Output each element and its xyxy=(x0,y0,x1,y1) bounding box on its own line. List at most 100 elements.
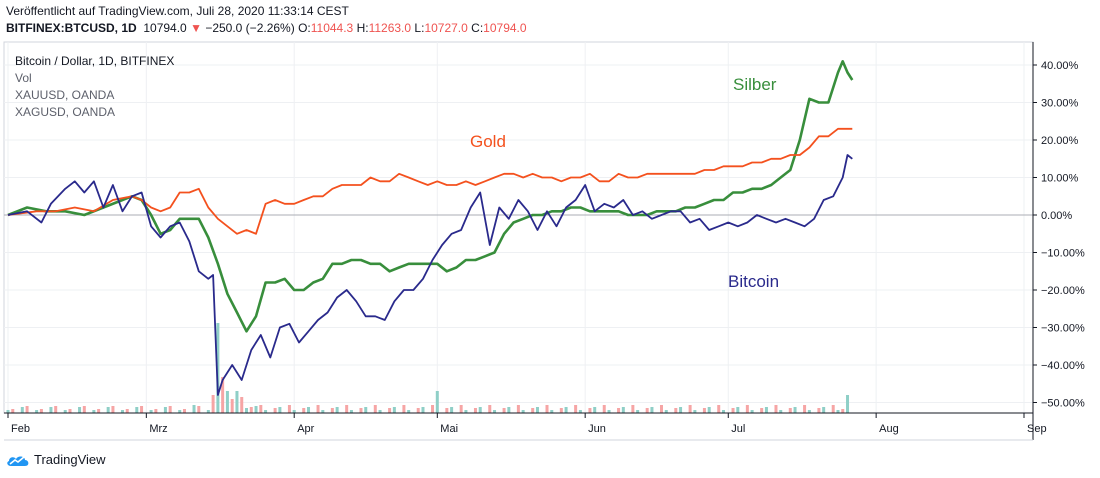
volume-bar xyxy=(111,406,115,413)
volume-bar xyxy=(192,405,196,413)
close-value: 10794.0 xyxy=(483,21,527,35)
volume-bar xyxy=(168,406,172,413)
volume-bar xyxy=(693,410,697,413)
volume-bar xyxy=(459,405,463,413)
volume-bar xyxy=(416,408,420,413)
low-label: L: xyxy=(414,21,425,35)
volume-bar xyxy=(39,409,43,413)
volume-bar xyxy=(764,407,768,413)
volume-bar xyxy=(349,410,353,413)
volume-bar xyxy=(235,391,239,413)
chart-legend: Bitcoin / Dollar, 1D, BITFINEX Vol XAUUS… xyxy=(15,53,174,121)
volume-bar xyxy=(774,405,778,413)
volume-bar xyxy=(545,405,549,413)
volume-bar xyxy=(717,405,721,413)
volume-bar xyxy=(535,407,539,413)
tradingview-brand[interactable]: TradingView xyxy=(6,452,106,467)
volume-bar xyxy=(736,407,740,413)
volume-bar xyxy=(178,410,182,413)
volume-bar xyxy=(564,407,568,413)
volume-bar xyxy=(245,408,248,413)
volume-bar xyxy=(631,405,635,413)
volume-bar xyxy=(206,410,210,413)
volume-bar xyxy=(793,407,797,413)
low-value: 10727.0 xyxy=(424,21,468,35)
volume-bar xyxy=(321,410,325,413)
tradingview-name: TradingView xyxy=(34,452,106,467)
volume-bar xyxy=(364,407,368,413)
x-tick-label: Mai xyxy=(440,423,458,435)
volume-bar xyxy=(846,395,850,413)
volume-bar xyxy=(578,410,582,413)
x-tick-label: Feb xyxy=(11,423,30,435)
x-tick-label: Aug xyxy=(879,423,899,435)
gold-label: Gold xyxy=(470,132,506,151)
volume-bar xyxy=(216,323,220,413)
volume-bar xyxy=(373,405,377,413)
volume-bar xyxy=(760,408,764,413)
legend-volume[interactable]: Vol xyxy=(15,71,32,85)
volume-bar xyxy=(817,408,821,413)
open-value: 11044.3 xyxy=(310,21,354,35)
volume-bar xyxy=(636,410,640,413)
volume-bar xyxy=(278,407,282,413)
open-label: O: xyxy=(298,21,311,35)
volume-bar xyxy=(302,408,306,413)
volume-bar xyxy=(507,407,511,413)
volume-bar xyxy=(788,408,792,413)
volume-bar xyxy=(493,410,497,413)
x-tick-label: Jul xyxy=(731,423,745,435)
x-tick-label: Apr xyxy=(297,423,314,435)
volume-bar xyxy=(659,405,663,413)
close-label: C: xyxy=(471,21,484,35)
volume-bar xyxy=(722,410,725,413)
high-label: H: xyxy=(356,21,369,35)
volume-bar xyxy=(392,407,396,413)
y-tick-label: 20.00% xyxy=(1041,135,1079,147)
volume-bar xyxy=(841,409,845,413)
volume-bar xyxy=(803,405,807,413)
volume-bar xyxy=(6,410,10,413)
volume-bar xyxy=(445,408,449,413)
volume-bar xyxy=(435,391,439,413)
series-line-silver xyxy=(7,59,854,333)
legend-main-series[interactable]: Bitcoin / Dollar, 1D, BITFINEX xyxy=(15,54,175,68)
volume-bar xyxy=(702,408,706,413)
volume-bar xyxy=(521,410,525,413)
volume-bar xyxy=(97,409,101,413)
volume-bar xyxy=(106,407,110,413)
volume-bar xyxy=(54,406,58,413)
tradingview-cloud-icon xyxy=(7,455,29,466)
y-axis[interactable]: 40.00% 30.00% 20.00% 10.00% 0.00% −10.00% −20.… xyxy=(1033,60,1085,410)
volume-bar xyxy=(431,405,435,413)
volume-bar xyxy=(11,409,15,413)
legend-silver-symbol[interactable]: XAGUSD, OANDA xyxy=(15,105,116,119)
volume-bar xyxy=(531,408,535,413)
bitcoin-label: Bitcoin xyxy=(728,272,779,291)
volume-bar xyxy=(307,407,311,413)
y-tick-label: −10.00% xyxy=(1041,248,1085,260)
series-line-bitcoin xyxy=(7,154,853,396)
volume-bar xyxy=(163,407,167,413)
volume-bar xyxy=(593,407,597,413)
volume-bar xyxy=(831,405,835,413)
volume-bar xyxy=(254,406,258,413)
volume-bar xyxy=(49,407,53,413)
volume-bar xyxy=(292,410,296,413)
legend-gold-symbol[interactable]: XAUUSD, OANDA xyxy=(15,88,115,102)
x-axis[interactable]: Feb Mrz Apr Mai Jun Jul Aug Sep xyxy=(7,413,1047,435)
symbol: BITFINEX:BTCUSD, 1D xyxy=(6,21,137,35)
y-tick-label: 0.00% xyxy=(1041,210,1072,222)
volume-bar xyxy=(664,410,668,413)
volume-bar xyxy=(249,407,253,413)
volume-bar xyxy=(221,377,225,413)
volume-bar xyxy=(602,405,606,413)
volume-bar xyxy=(68,409,72,413)
volume-bar xyxy=(82,406,86,413)
silver-label: Silber xyxy=(733,75,777,94)
volume-bar xyxy=(421,407,425,413)
volume-bar xyxy=(273,408,277,413)
volume-bar xyxy=(674,408,678,413)
volume-bar xyxy=(230,399,234,413)
